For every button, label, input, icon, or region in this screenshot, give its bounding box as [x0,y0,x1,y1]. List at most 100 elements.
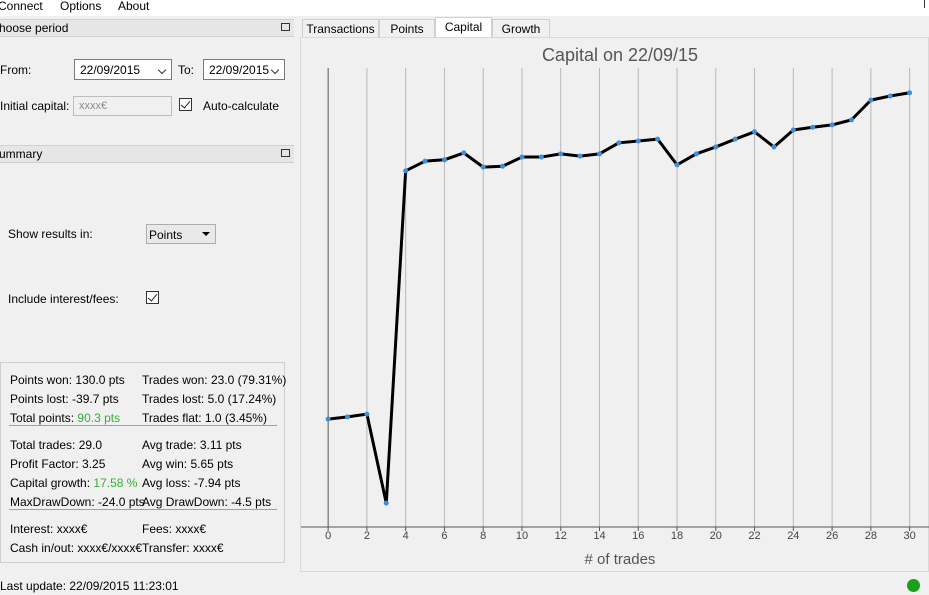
tab[interactable]: Capital [435,17,492,38]
data-point [732,136,738,142]
data-point [907,90,913,96]
separator [9,425,277,426]
data-point [480,164,486,170]
dropdown-arrow [202,232,210,236]
data-point [829,122,835,128]
stat: Trades lost: 5.0 (17.24%) [142,392,276,406]
stat: Avg DrawDown: -4.5 pts [142,495,271,509]
stat-value: -39.7 pts [72,392,119,406]
stat: Transfer: xxxx€ [142,541,224,555]
stat-label: Cash in/out: [10,541,75,555]
tab[interactable]: Points [379,19,435,37]
x-tick-label: 24 [787,530,799,542]
panel-title: hoose period [0,21,69,35]
data-point [364,411,370,417]
stat-label: Fees: [142,522,173,536]
stat: Total trades: 29.0 [10,438,102,452]
stat-label: Interest: [10,522,54,536]
connection-indicator [907,579,920,592]
menu-item[interactable]: About [118,0,150,13]
x-tick-label: 30 [903,530,915,542]
stat-value: 90.3 pts [77,411,121,425]
data-point [325,416,331,422]
stat-label: Total points: [10,411,75,425]
stat-value: xxxx€ [175,522,207,536]
text-input[interactable]: xxxx€ [73,96,172,116]
stat-label: Trades lost: [142,392,205,406]
data-point [616,140,622,146]
data-point [461,150,467,156]
stat-value: -7.94 pts [193,476,241,490]
x-tick-label: 20 [710,530,722,542]
stat-label: Trades flat: [142,411,202,425]
input-text: xxxx€ [79,100,108,112]
data-point [655,136,661,142]
stat: Interest: xxxx€ [10,522,87,536]
restore-icon[interactable] [281,149,290,157]
stat: MaxDrawDown: -24.0 pts [10,495,145,509]
x-tick-label: 4 [403,530,409,542]
window-edge [924,0,925,8]
data-point [693,151,699,157]
date-text: 22/09/2015 [209,63,270,77]
checkbox[interactable] [146,291,159,304]
stat-label: Avg win: [142,457,188,471]
checkbox[interactable] [179,98,192,111]
stat-value: 5.0 (17.24%) [207,392,277,406]
stat-label: Avg loss: [142,476,191,490]
stat-value: 17.58 % [93,476,138,490]
stat-value: 3.11 pts [199,438,242,452]
stat: Avg loss: -7.94 pts [142,476,241,490]
stat-label: Points lost: [10,392,69,406]
separator [9,509,277,510]
x-tick-label: 26 [826,530,838,542]
data-point [577,153,583,159]
data-point [500,163,506,169]
stat-value: xxxx€ [56,522,88,536]
data-point [558,151,564,157]
combo-box[interactable]: Points [146,224,216,244]
stat: Fees: xxxx€ [142,522,206,536]
stat-label: Trades won: [142,373,208,387]
stat: Points lost: -39.7 pts [10,392,119,406]
data-point [635,138,641,144]
menu-bar [0,0,929,16]
data-point [538,154,544,160]
x-tick-label: 28 [865,530,877,542]
data-point [403,168,409,174]
tab[interactable]: Transactions [302,19,379,37]
menu-item[interactable]: Options [60,0,102,13]
stat-label: Points won: [10,373,73,387]
data-point [868,97,874,103]
label: Auto-calculate [203,99,280,113]
dropdown-arrow [157,65,167,75]
stat: Capital growth: 17.58 % [10,476,137,490]
dropdown-arrow [270,65,280,75]
stat-label: Avg trade: [142,438,197,452]
x-tick-label: 8 [480,530,486,542]
x-tick-label: 14 [593,530,605,542]
data-point [383,500,389,506]
panel-header: hoose period [0,19,294,37]
chart-title: Capital on 22/09/15 [542,45,698,65]
stat: Total points: 90.3 pts [10,411,120,425]
stat-value: -4.5 pts [231,495,272,509]
x-tick-label: 16 [632,530,644,542]
tab[interactable]: Growth [492,19,550,37]
x-tick-label: 0 [325,530,331,542]
stat-label: Total trades: [10,438,76,452]
data-point [887,93,893,99]
restore-icon[interactable] [281,23,290,31]
chart: Capital on 22/09/15 # of trades 0 2 4 6 8 10 1… [301,45,929,568]
menu-item[interactable]: Connect [0,0,43,13]
date-picker[interactable]: 22/09/2015 [203,59,285,80]
x-tick-label: 10 [516,530,528,542]
stat-value: xxxx€/xxxx€ [77,541,143,555]
data-point [752,129,758,135]
data-point [345,414,351,420]
date-picker[interactable]: 22/09/2015 [74,59,172,80]
stat: Avg trade: 3.11 pts [142,438,242,452]
x-tick-label: 2 [364,530,370,542]
stat-value: 23.0 (79.31%) [210,373,287,387]
stat: Cash in/out: xxxx€/xxxx€ [10,541,142,555]
